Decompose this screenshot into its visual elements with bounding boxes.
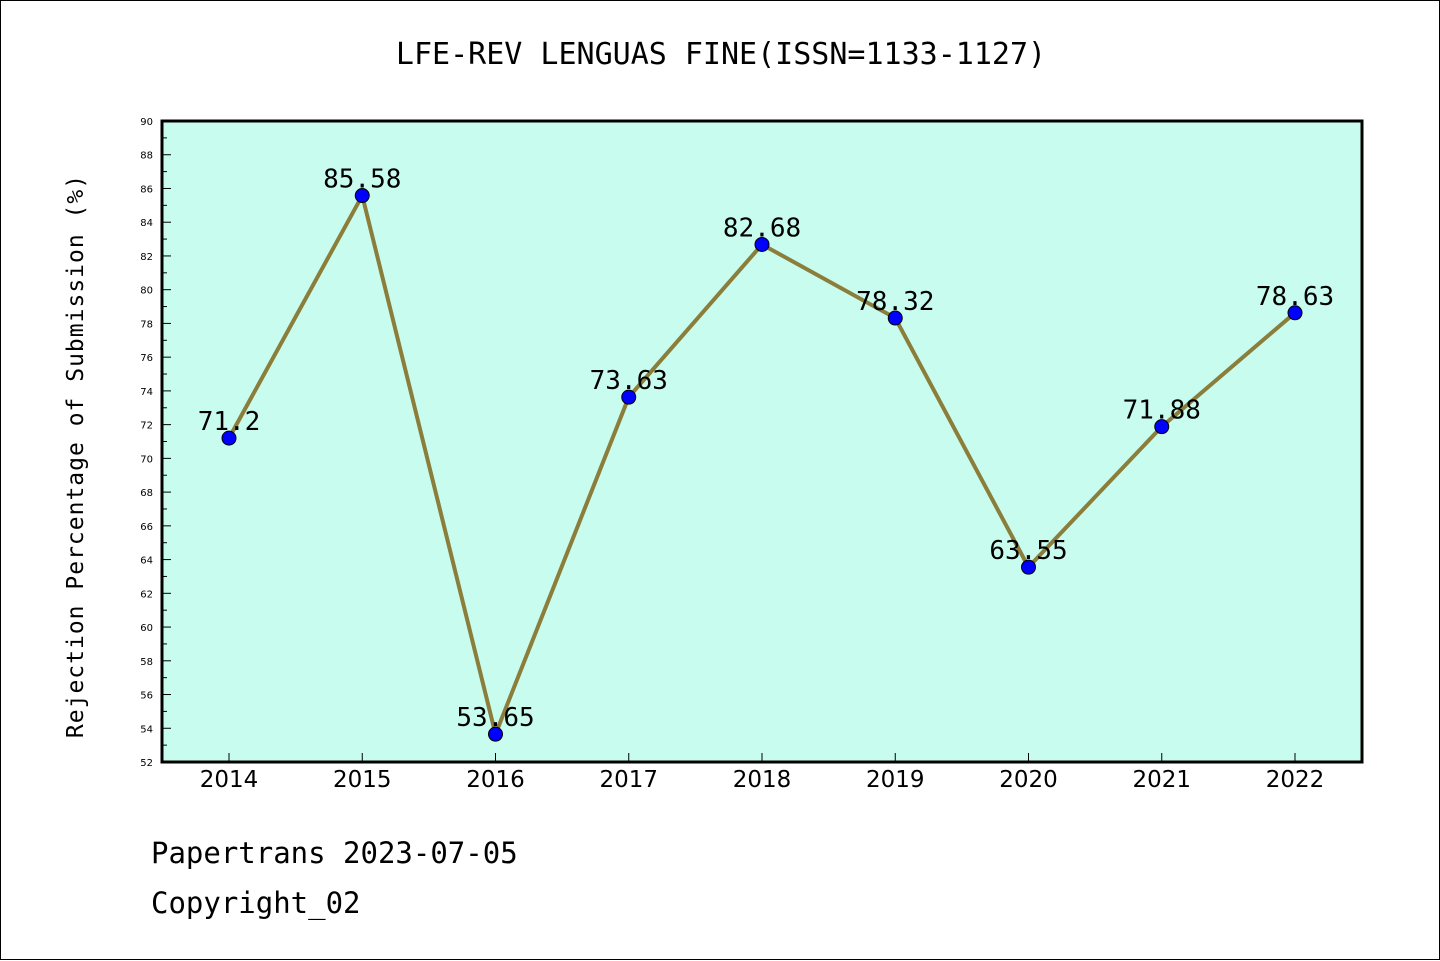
data-point	[1154, 419, 1170, 435]
y-tick-label: 90	[140, 117, 153, 128]
data-label: 73.63	[590, 366, 668, 396]
chart-title: LFE-REV LENGUAS FINE(ISSN=1133-1127)	[395, 37, 1047, 72]
y-tick-label: 86	[140, 184, 153, 195]
x-tick-label: 2016	[466, 767, 525, 793]
y-tick-label: 60	[140, 623, 153, 634]
data-label: 71.2	[198, 407, 261, 437]
data-point	[1021, 559, 1036, 575]
y-tick-label: 74	[140, 387, 153, 398]
y-tick-label: 76	[140, 353, 153, 364]
footer-credit: Papertrans 2023-07-05	[151, 836, 518, 870]
data-label: 82.68	[723, 213, 801, 243]
data-point	[1287, 305, 1303, 321]
y-tick-label: 68	[140, 488, 153, 499]
x-tick-label: 2015	[333, 767, 392, 793]
y-tick-label: 62	[140, 589, 153, 600]
y-tick-label: 54	[140, 724, 153, 735]
y-tick-label: 64	[140, 556, 153, 567]
data-point	[354, 188, 370, 204]
y-tick-label: 80	[140, 286, 153, 297]
y-tick-label: 84	[140, 218, 153, 229]
data-label: 71.88	[1123, 396, 1201, 426]
y-tick-label: 66	[140, 522, 153, 533]
x-tick-label: 2019	[866, 767, 925, 793]
data-label: 85.58	[323, 165, 401, 195]
x-tick-label: 2014	[200, 767, 259, 793]
y-tick-label: 52	[140, 758, 153, 769]
data-label: 78.32	[856, 287, 934, 317]
y-tick-label: 70	[140, 454, 153, 465]
y-tick-label: 88	[140, 151, 153, 162]
x-tick-label: 2021	[1132, 767, 1191, 793]
data-point	[488, 726, 503, 742]
y-tick-label: 56	[140, 691, 153, 702]
data-label: 63.55	[989, 536, 1067, 566]
y-tick-label: 82	[140, 252, 153, 263]
x-tick-label: 2017	[599, 767, 658, 793]
data-point	[221, 430, 237, 446]
data-point	[621, 389, 637, 405]
x-tick-label: 2022	[1266, 767, 1325, 793]
data-point	[887, 310, 903, 326]
data-label: 53.65	[456, 703, 534, 733]
footer-copyright: Copyright_02	[151, 886, 361, 920]
data-point	[754, 236, 770, 252]
y-tick-label: 72	[140, 421, 153, 432]
x-tick-label: 2018	[733, 767, 792, 793]
data-label: 78.63	[1256, 282, 1334, 312]
y-tick-label: 58	[140, 657, 153, 668]
x-tick-label: 2020	[999, 767, 1058, 793]
y-tick-label: 78	[140, 319, 153, 330]
plot-area	[160, 119, 1364, 764]
